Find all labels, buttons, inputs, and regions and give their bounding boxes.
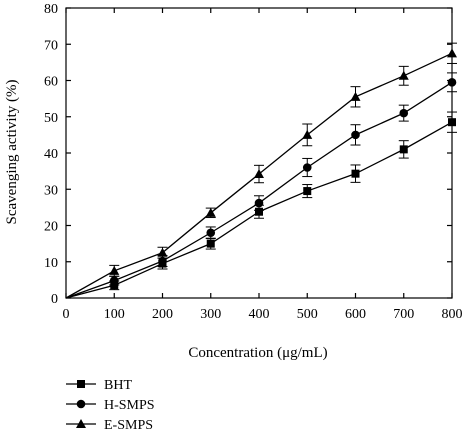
data-point-e-smps (254, 169, 264, 179)
legend-label-h-smps: H-SMPS (104, 398, 155, 413)
series-line-h-smps (65, 81, 453, 299)
y-tick-label: 50 (44, 111, 58, 126)
data-point-bht (206, 239, 215, 248)
legend: BHT H-SMPS E-SMPS (66, 378, 155, 433)
y-tick-label: 10 (44, 256, 58, 271)
data-point-bht (255, 207, 263, 216)
data-point-e-smps (302, 129, 313, 139)
y-tick-label: 0 (51, 292, 58, 307)
data-point-h-smps (109, 276, 119, 285)
y-tick-label: 80 (44, 2, 58, 17)
data-point-e-smps (350, 91, 361, 101)
y-tick-label: 20 (44, 220, 58, 235)
y-tick-label: 60 (44, 75, 58, 90)
legend-label-bht: BHT (104, 378, 132, 393)
x-tick-label: 300 (200, 307, 221, 322)
plot-area (65, 42, 457, 299)
data-point-h-smps (351, 130, 360, 140)
data-point-e-smps (398, 70, 409, 80)
data-point-h-smps (158, 256, 167, 266)
x-tick-label: 800 (442, 307, 463, 322)
legend-item-bht: BHT (66, 378, 132, 393)
x-tick-label: 100 (104, 307, 125, 322)
x-tick-label: 200 (152, 307, 173, 322)
x-tick-label: 0 (63, 307, 70, 322)
data-point-bht (303, 187, 312, 196)
y-axis-title: Scavenging activity (%) (4, 80, 20, 225)
x-tick-label: 500 (297, 307, 318, 322)
x-tick-label: 600 (345, 307, 366, 322)
series-e-smps (65, 42, 457, 299)
legend-item-h-smps: H-SMPS (66, 398, 155, 413)
series-h-smps (65, 72, 457, 299)
data-point-bht (448, 118, 456, 127)
data-point-h-smps (447, 78, 457, 87)
data-point-h-smps (302, 163, 312, 172)
y-tick-label: 70 (44, 38, 58, 53)
x-axis-title: Concentration (μg/mL) (188, 345, 327, 361)
axes: 0 100 200 300 400 500 600 700 800 0 10 20 30 40 50 60 70… (44, 2, 463, 322)
data-point-h-smps (254, 198, 264, 208)
data-point-bht (399, 145, 408, 154)
x-tick-label: 400 (249, 307, 270, 322)
legend-marker-h-smps (76, 399, 86, 409)
plot-frame (65, 7, 453, 299)
x-tick-label: 700 (393, 307, 414, 322)
y-tick-label: 30 (44, 183, 58, 198)
data-point-e-smps (109, 265, 120, 275)
data-point-bht (351, 169, 360, 178)
data-point-e-smps (205, 207, 216, 217)
legend-marker-e-smps (76, 419, 86, 428)
data-point-e-smps (447, 48, 457, 58)
legend-label-e-smps: E-SMPS (104, 418, 153, 433)
legend-marker-bht (77, 380, 85, 388)
data-point-h-smps (399, 108, 409, 118)
y-tick-label: 40 (44, 147, 58, 162)
data-point-e-smps (157, 247, 168, 257)
legend-item-e-smps: E-SMPS (66, 418, 153, 433)
data-point-h-smps (206, 228, 216, 238)
